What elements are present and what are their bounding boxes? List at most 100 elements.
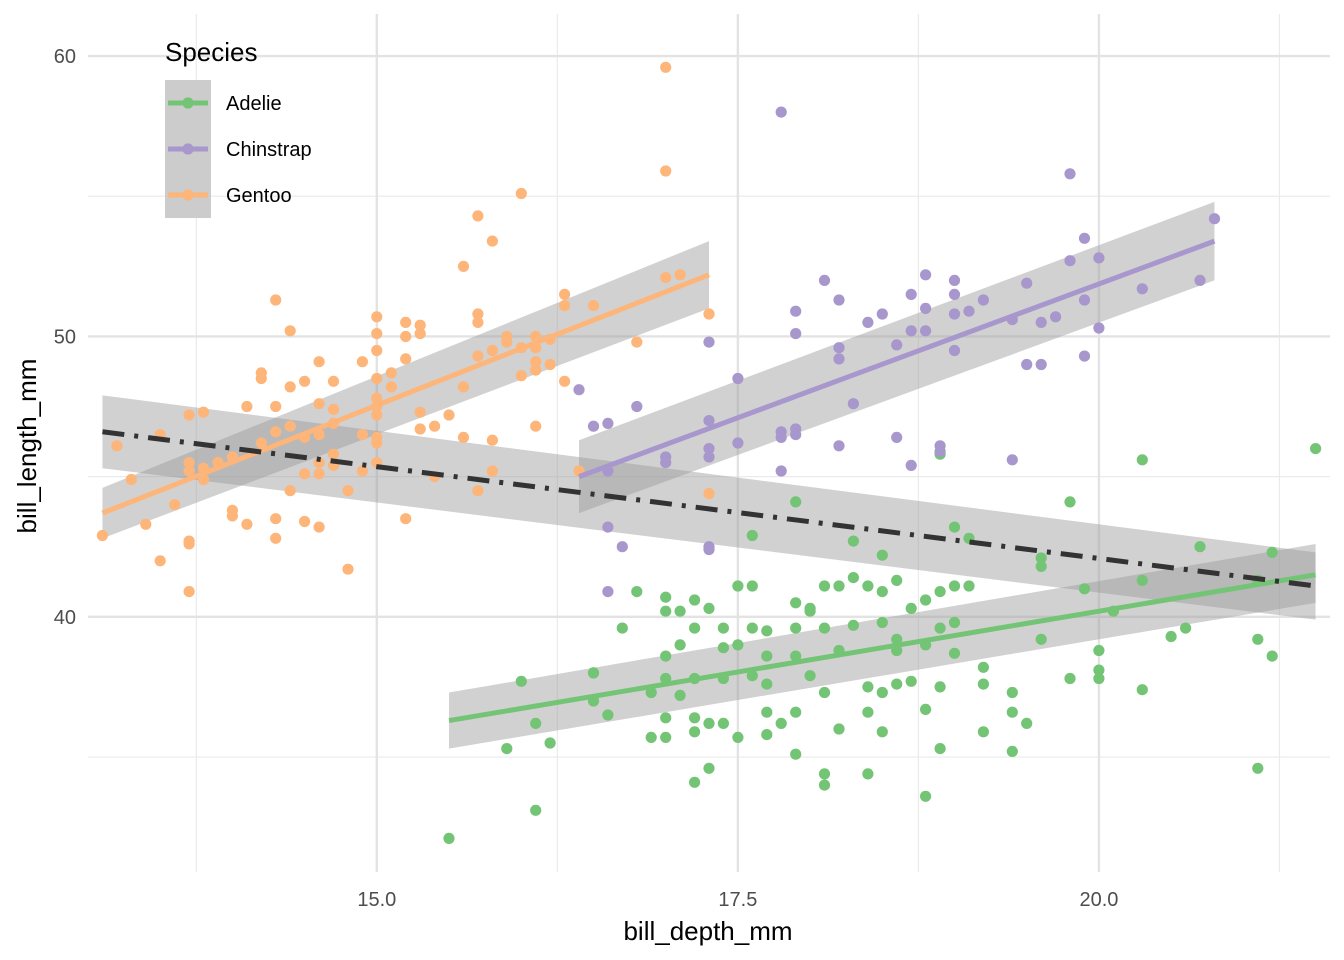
adelie-point-69 (587, 667, 600, 679)
adelie-point-38 (645, 686, 657, 699)
gentoo-point-88 (486, 465, 498, 477)
adelie-point-9 (544, 737, 556, 749)
gentoo-point-5 (154, 555, 166, 567)
adelie-point-4 (703, 762, 715, 774)
chinstrap-points (573, 106, 1221, 598)
adelie-point-92 (631, 586, 643, 598)
chinstrap-point-49 (977, 294, 990, 306)
gentoo-trend-band (102, 241, 709, 539)
gentoo-point-12 (183, 586, 195, 598)
adelie-point-33 (1006, 706, 1018, 718)
adelie-point-40 (674, 689, 686, 702)
adelie-point-110 (1078, 583, 1091, 595)
gentoo-point-65 (385, 381, 397, 393)
adelie-point-7 (1252, 762, 1264, 774)
chinstrap-point-10 (703, 336, 715, 348)
adelie-point-122 (790, 496, 802, 508)
gentoo-point-80 (472, 210, 484, 222)
chinstrap-point-34 (891, 339, 903, 351)
adelie-point-16 (761, 729, 773, 741)
adelie-point-31 (862, 706, 874, 718)
chinstrap-point-29 (833, 440, 845, 452)
adelie-point-52 (977, 678, 990, 690)
gentoo-point-55 (371, 409, 383, 421)
chinstrap-point-47 (948, 344, 961, 357)
adelie-point-54 (1064, 672, 1076, 685)
gentoo-points (96, 61, 715, 598)
adelie-point-27 (761, 706, 773, 718)
gentoo-point-85 (486, 235, 498, 247)
legend-key-point (182, 97, 194, 109)
adelie-point-109 (905, 602, 917, 615)
adelie-point-21 (530, 717, 542, 730)
gentoo-point-41 (313, 457, 325, 469)
adelie-point-73 (689, 622, 701, 634)
adelie-point-53 (1006, 686, 1018, 699)
adelie-point-29 (790, 706, 802, 718)
adelie-point-70 (616, 622, 628, 634)
gentoo-point-86 (486, 344, 498, 357)
gentoo-point-2 (125, 473, 137, 486)
gentoo-point-25 (270, 294, 282, 306)
gentoo-point-32 (284, 420, 296, 432)
chinstrap-point-52 (1021, 277, 1033, 289)
adelie-point-108 (963, 580, 975, 592)
legend-label-gentoo: Gentoo (226, 185, 292, 207)
legend-keys: Adelie Chinstrap Gentoo (165, 80, 312, 218)
gentoo-point-20 (241, 400, 253, 413)
adelie-point-1 (530, 804, 542, 816)
chinstrap-point-37 (905, 325, 917, 337)
adelie-point-56 (1136, 684, 1148, 696)
gentoo-point-9 (183, 465, 195, 477)
x-axis-title: bill_depth_mm (623, 916, 792, 946)
adelie-point-120 (1266, 546, 1278, 559)
overall-trend-line (102, 429, 1316, 589)
adelie-point-118 (1136, 574, 1148, 587)
adelie-point-65 (948, 647, 961, 659)
adelie-point-114 (876, 549, 888, 561)
adelie-point-12 (689, 726, 701, 738)
adelie-point-15 (818, 779, 831, 791)
adelie-point-50 (905, 675, 917, 687)
gentoo-point-97 (530, 364, 542, 376)
gentoo-point-21 (241, 518, 253, 530)
adelie-point-28 (775, 717, 787, 730)
gentoo-point-3 (140, 518, 152, 530)
gentoo-point-40 (313, 429, 325, 441)
adelie-point-32 (920, 703, 932, 716)
adelie-point-35 (515, 675, 527, 687)
gentoo-point-90 (501, 336, 513, 348)
adelie-point-49 (876, 686, 888, 699)
gentoo-point-36 (299, 468, 311, 480)
gentoo-point-57 (371, 328, 383, 340)
chinstrap-point-22 (790, 328, 802, 340)
y-axis-tick-labels: 40 50 60 (54, 46, 76, 629)
chinstrap-point-53 (1021, 358, 1033, 371)
gentoo-point-11 (183, 538, 195, 550)
adelie-point-44 (746, 670, 758, 682)
gentoo-point-8 (183, 457, 195, 469)
legend: Species Adelie Chinstrap Gentoo (165, 37, 312, 218)
adelie-point-30 (833, 723, 845, 735)
adelie-point-113 (847, 535, 860, 547)
adelie-point-60 (732, 639, 744, 651)
y-tick-label-2: 60 (54, 46, 76, 68)
chinstrap-point-44 (948, 274, 961, 286)
gentoo-point-67 (400, 330, 412, 343)
chinstrap-point-45 (948, 288, 961, 300)
adelie-point-6 (862, 768, 874, 780)
chinstrap-point-36 (905, 288, 917, 300)
chinstrap-point-15 (703, 541, 715, 553)
adelie-point-72 (674, 605, 686, 617)
gentoo-point-43 (313, 521, 325, 533)
gentoo-point-64 (385, 367, 397, 379)
x-tick-label-1: 17.5 (718, 889, 757, 911)
gentoo-point-62 (371, 431, 383, 443)
adelie-point-23 (660, 712, 672, 724)
chinstrap-point-7 (631, 400, 643, 413)
trend-lines (101, 238, 1316, 724)
chinstrap-point-25 (818, 274, 831, 286)
chinstrap-point-62 (1093, 252, 1105, 264)
adelie-point-94 (689, 594, 701, 606)
